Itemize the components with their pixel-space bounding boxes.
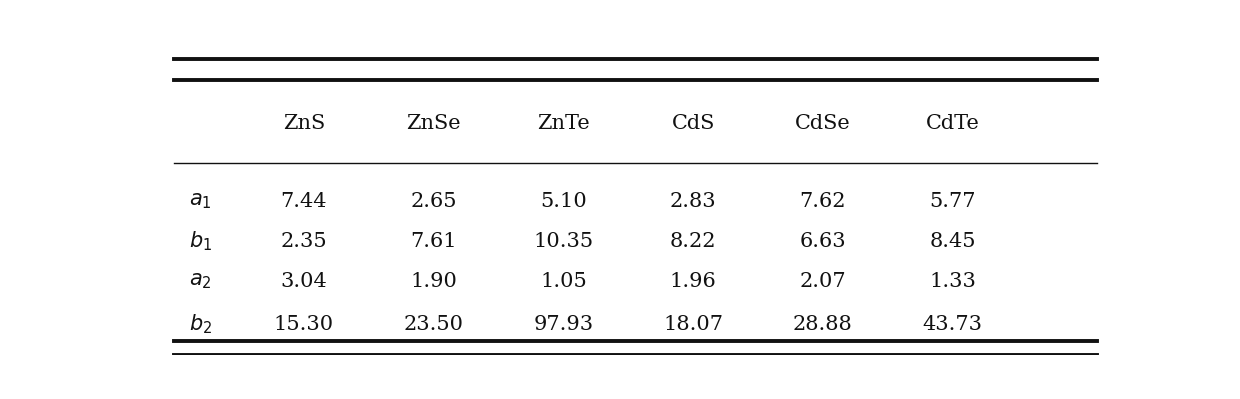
Text: $a_1$: $a_1$ (188, 192, 211, 211)
Text: 5.77: 5.77 (930, 192, 976, 211)
Text: $b_2$: $b_2$ (188, 312, 212, 336)
Text: CdS: CdS (672, 114, 714, 132)
Text: 7.62: 7.62 (800, 192, 846, 211)
Text: 2.07: 2.07 (800, 272, 846, 291)
Text: 23.50: 23.50 (404, 315, 464, 334)
Text: 5.10: 5.10 (541, 192, 587, 211)
Text: 43.73: 43.73 (923, 315, 982, 334)
Text: 15.30: 15.30 (274, 315, 334, 334)
Text: 28.88: 28.88 (794, 315, 853, 334)
Text: 7.44: 7.44 (280, 192, 327, 211)
Text: 10.35: 10.35 (533, 232, 594, 251)
Text: CdSe: CdSe (795, 114, 851, 132)
Text: 97.93: 97.93 (533, 315, 594, 334)
Text: 1.90: 1.90 (410, 272, 458, 291)
Text: 2.83: 2.83 (670, 192, 717, 211)
Text: ZnSe: ZnSe (407, 114, 461, 132)
Text: 6.63: 6.63 (800, 232, 846, 251)
Text: $b_1$: $b_1$ (188, 230, 212, 253)
Text: 2.35: 2.35 (280, 232, 327, 251)
Text: 8.22: 8.22 (670, 232, 717, 251)
Text: 2.65: 2.65 (410, 192, 458, 211)
Text: 1.96: 1.96 (670, 272, 717, 291)
Text: ZnTe: ZnTe (537, 114, 590, 132)
Text: ZnS: ZnS (283, 114, 325, 132)
Text: 1.33: 1.33 (929, 272, 976, 291)
Text: 18.07: 18.07 (663, 315, 723, 334)
Text: 1.05: 1.05 (541, 272, 587, 291)
Text: CdTe: CdTe (926, 114, 980, 132)
Text: 3.04: 3.04 (280, 272, 327, 291)
Text: 8.45: 8.45 (930, 232, 976, 251)
Text: 7.61: 7.61 (410, 232, 458, 251)
Text: $a_2$: $a_2$ (188, 272, 211, 291)
